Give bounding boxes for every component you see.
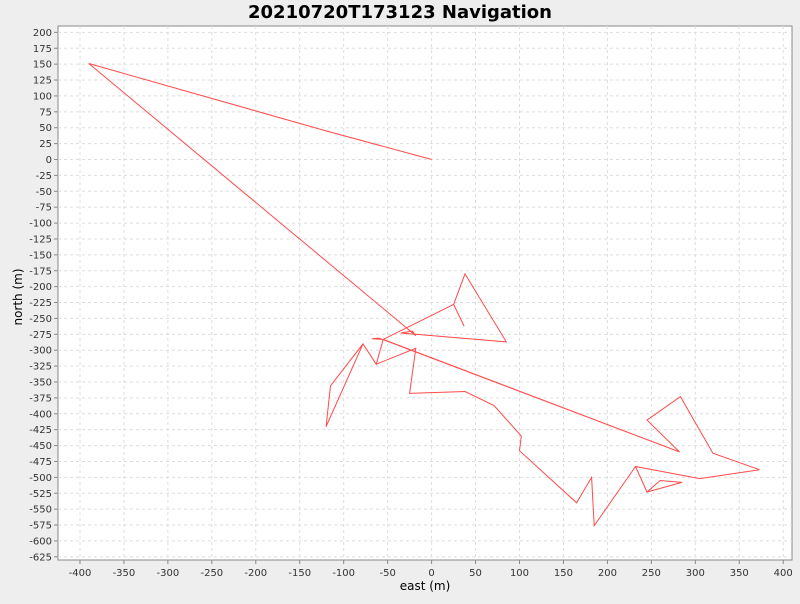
y-axis-label: north (m) — [11, 268, 25, 325]
y-tick-label: 175 — [33, 44, 52, 55]
y-tick-label: 25 — [39, 139, 52, 150]
series-line-0 — [88, 63, 760, 528]
x-tick-label: -300 — [157, 568, 180, 579]
grid-lines — [58, 26, 792, 560]
y-tick-label: -425 — [29, 425, 52, 436]
y-tick-label: -175 — [29, 266, 52, 277]
x-tick-label: -150 — [288, 568, 311, 579]
y-tick-label: -100 — [29, 219, 52, 230]
y-tick-label: -125 — [29, 234, 52, 245]
y-tick-label: -375 — [29, 393, 52, 404]
y-tick-label: -250 — [29, 314, 52, 325]
y-tick-label: -275 — [29, 330, 52, 341]
y-tick-label: 100 — [33, 91, 52, 102]
y-tick-label: -450 — [29, 441, 52, 452]
y-tick-label: -400 — [29, 409, 52, 420]
x-tick-label: 250 — [642, 568, 661, 579]
y-tick-label: -150 — [29, 250, 52, 261]
y-tick-label: -200 — [29, 282, 52, 293]
y-tick-label: 125 — [33, 76, 52, 87]
x-tick-label: -50 — [379, 568, 395, 579]
y-tick-label: -350 — [29, 378, 52, 389]
y-tick-label: 200 — [33, 28, 52, 39]
x-tick-label: 200 — [598, 568, 617, 579]
x-tick-label: 300 — [686, 568, 705, 579]
y-tick-label: 50 — [39, 123, 52, 134]
x-tick-label: -350 — [113, 568, 136, 579]
chart-title: 20210720T173123 Navigation — [248, 2, 552, 23]
y-tick-label: -500 — [29, 473, 52, 484]
y-tick-label: -575 — [29, 521, 52, 532]
x-tick-label: -250 — [200, 568, 223, 579]
y-tick-label: -300 — [29, 346, 52, 357]
y-tick-label: -550 — [29, 505, 52, 516]
x-tick-label: 0 — [428, 568, 434, 579]
x-tick-label: 100 — [510, 568, 529, 579]
y-tick-label: 150 — [33, 60, 52, 71]
y-tick-label: -600 — [29, 536, 52, 547]
plot-area — [57, 25, 793, 561]
y-tick-label: 0 — [46, 155, 52, 166]
series-layer — [88, 63, 760, 528]
x-tick-label: -100 — [332, 568, 355, 579]
x-tick-label: -400 — [69, 568, 92, 579]
x-tick-label: 150 — [554, 568, 573, 579]
x-axis-label: east (m) — [400, 579, 451, 593]
x-tick-label: 50 — [469, 568, 482, 579]
y-tick-label: -50 — [36, 187, 52, 198]
x-tick-label: 400 — [774, 568, 793, 579]
axis-ticks: -400 -350 -300 -250 -200 -150 -100 -50 0 50 100 150… — [29, 28, 792, 579]
y-tick-label: -525 — [29, 489, 52, 500]
y-tick-label: -625 — [29, 552, 52, 563]
x-tick-label: -200 — [244, 568, 267, 579]
y-tick-label: -475 — [29, 457, 52, 468]
y-tick-label: -325 — [29, 362, 52, 373]
y-tick-label: 75 — [39, 107, 52, 118]
y-tick-label: -75 — [36, 203, 52, 214]
y-tick-label: -225 — [29, 298, 52, 309]
x-tick-label: 350 — [730, 568, 749, 579]
y-tick-label: -25 — [36, 171, 52, 182]
